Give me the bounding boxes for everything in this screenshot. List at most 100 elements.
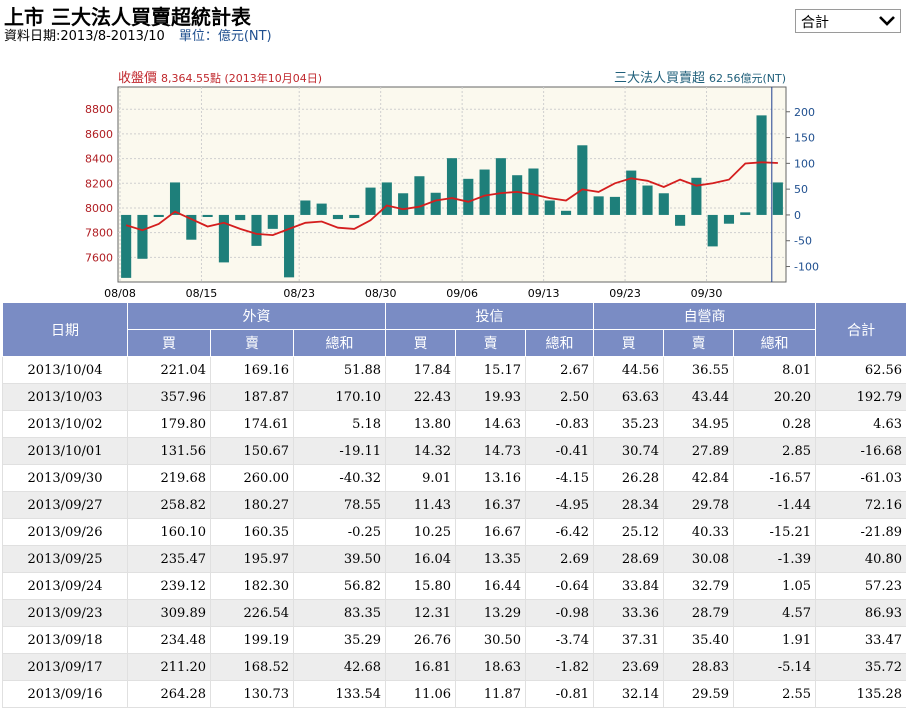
row-value: 260.00	[210, 464, 294, 492]
row-value: 78.55	[292, 491, 387, 519]
table-row: 2013/09/24 239.12 182.30 56.82 15.80 16.44 -0.…	[2, 572, 906, 600]
row-value: 160.10	[127, 518, 211, 546]
row-value: -0.64	[525, 572, 595, 600]
row-value: 15.80	[385, 572, 457, 600]
table-row: 2013/09/16 264.28 130.73 133.54 11.06 11.87 -0…	[2, 680, 906, 708]
net-bar	[153, 214, 164, 217]
row-value: -4.95	[525, 491, 595, 519]
net-bar	[332, 214, 344, 220]
row-value: 35.40	[663, 626, 735, 654]
net-bar	[398, 193, 409, 215]
row-value: 83.35	[292, 599, 387, 627]
row-value: 30.74	[593, 437, 665, 465]
net-bar	[658, 193, 669, 215]
row-value: 2.50	[525, 383, 595, 411]
row-value: 11.06	[385, 680, 457, 708]
row-value: -16.68	[815, 437, 906, 465]
net-bar	[267, 214, 278, 229]
net-bar	[430, 192, 441, 215]
net-bar	[691, 177, 702, 215]
net-bar	[512, 175, 523, 215]
row-value: 2.69	[525, 545, 595, 573]
header-total: 合計	[815, 302, 906, 357]
row-value: 4.63	[815, 410, 906, 438]
row-value: 63.63	[593, 383, 665, 411]
row-value: -0.41	[525, 437, 595, 465]
aggregate-select[interactable]: 合計	[795, 9, 901, 33]
table-row: 2013/09/23 309.89 226.54 83.35 12.31 13.29 -0.…	[2, 599, 906, 627]
right-axis-ticks: -100 -50 0 50 100 150 200	[786, 106, 819, 274]
row-value: 221.04	[127, 356, 211, 384]
row-value: 57.23	[815, 572, 906, 600]
row-value: 62.56	[815, 356, 906, 384]
institutional-table: 日期 外資 投信 自營商 合計 買 賣 總和 買 賣 總和 買 賣 總和 201…	[2, 302, 906, 708]
row-date: 2013/09/26	[2, 518, 128, 546]
row-value: 42.68	[292, 653, 387, 681]
row-date: 2013/09/27	[2, 491, 128, 519]
row-value: 2.55	[733, 680, 817, 708]
row-value: -0.83	[525, 410, 595, 438]
row-value: 19.93	[455, 383, 527, 411]
header-buy: 買	[127, 329, 211, 357]
row-value: 16.37	[455, 491, 527, 519]
row-value: 35.23	[593, 410, 665, 438]
page-title: 上市 三大法人買賣超統計表	[4, 5, 251, 29]
row-value: 199.19	[210, 626, 294, 654]
chevron-down-icon	[879, 16, 895, 26]
row-value: -6.42	[525, 518, 595, 546]
table-row: 2013/09/26 160.10 160.35 -0.25 10.25 16.67 -6.…	[2, 518, 906, 546]
net-bar	[772, 182, 783, 215]
net-bar	[365, 187, 376, 215]
row-value: 34.95	[663, 410, 735, 438]
row-value: 56.82	[292, 572, 387, 600]
row-value: 17.84	[385, 356, 457, 384]
net-bar	[300, 200, 311, 215]
row-value: 72.16	[815, 491, 906, 519]
x-tick-label: 08/08	[104, 287, 136, 300]
row-value: 130.73	[210, 680, 294, 708]
row-value: 226.54	[210, 599, 294, 627]
header-net: 總和	[733, 329, 817, 357]
row-value: 4.57	[733, 599, 817, 627]
header-buy: 買	[593, 329, 665, 357]
net-bar	[740, 212, 751, 215]
row-date: 2013/09/25	[2, 545, 128, 573]
row-value: 18.63	[455, 653, 527, 681]
close-price-label: 收盤價 8,364.55點 (2013年10月04日)	[118, 71, 322, 86]
row-value: 33.47	[815, 626, 906, 654]
x-tick-label: 09/13	[528, 287, 560, 300]
row-value: 2.67	[525, 356, 595, 384]
row-value: 86.93	[815, 599, 906, 627]
net-bar	[316, 203, 327, 215]
row-date: 2013/09/24	[2, 572, 128, 600]
row-value: -40.32	[292, 464, 387, 492]
row-value: 51.88	[292, 356, 387, 384]
date-range: 資料日期:2013/8-2013/10	[4, 29, 165, 44]
row-date: 2013/09/18	[2, 626, 128, 654]
row-value: 160.35	[210, 518, 294, 546]
row-value: 187.87	[210, 383, 294, 411]
right-tick-label: 100	[794, 157, 815, 170]
institutional-net-chart: 收盤價 8,364.55點 (2013年10月04日) 三大法人買賣超 62.56億…	[85, 71, 819, 300]
row-value: 16.44	[455, 572, 527, 600]
row-value: -21.89	[815, 518, 906, 546]
net-bar	[495, 158, 506, 215]
row-value: 29.78	[663, 491, 735, 519]
row-value: 1.05	[733, 572, 817, 600]
row-value: 28.34	[593, 491, 665, 519]
table-row: 2013/10/03 357.96 187.87 170.10 22.43 19.93 2.…	[2, 383, 906, 411]
net-bar	[202, 214, 213, 217]
table-row: 2013/10/04 221.04 169.16 51.88 17.84 15.17 2.6…	[2, 356, 906, 384]
net-bar	[463, 178, 474, 215]
left-tick-label: 7600	[85, 251, 113, 264]
row-value: -3.74	[525, 626, 595, 654]
row-value: 219.68	[127, 464, 211, 492]
net-bar	[349, 214, 360, 219]
header-dealer: 自營商	[593, 302, 817, 330]
subtitle: 資料日期:2013/8-2013/10 單位：億元(NT)	[4, 25, 272, 44]
row-value: 234.48	[127, 626, 211, 654]
row-date: 2013/09/23	[2, 599, 128, 627]
row-value: 2.85	[733, 437, 817, 465]
x-axis-ticks: 08/08 08/15 08/23 08/30 09/06 09/13 09/23 09/30	[104, 287, 722, 300]
table-row: 2013/09/25 235.47 195.97 39.50 16.04 13.35 2.6…	[2, 545, 906, 573]
